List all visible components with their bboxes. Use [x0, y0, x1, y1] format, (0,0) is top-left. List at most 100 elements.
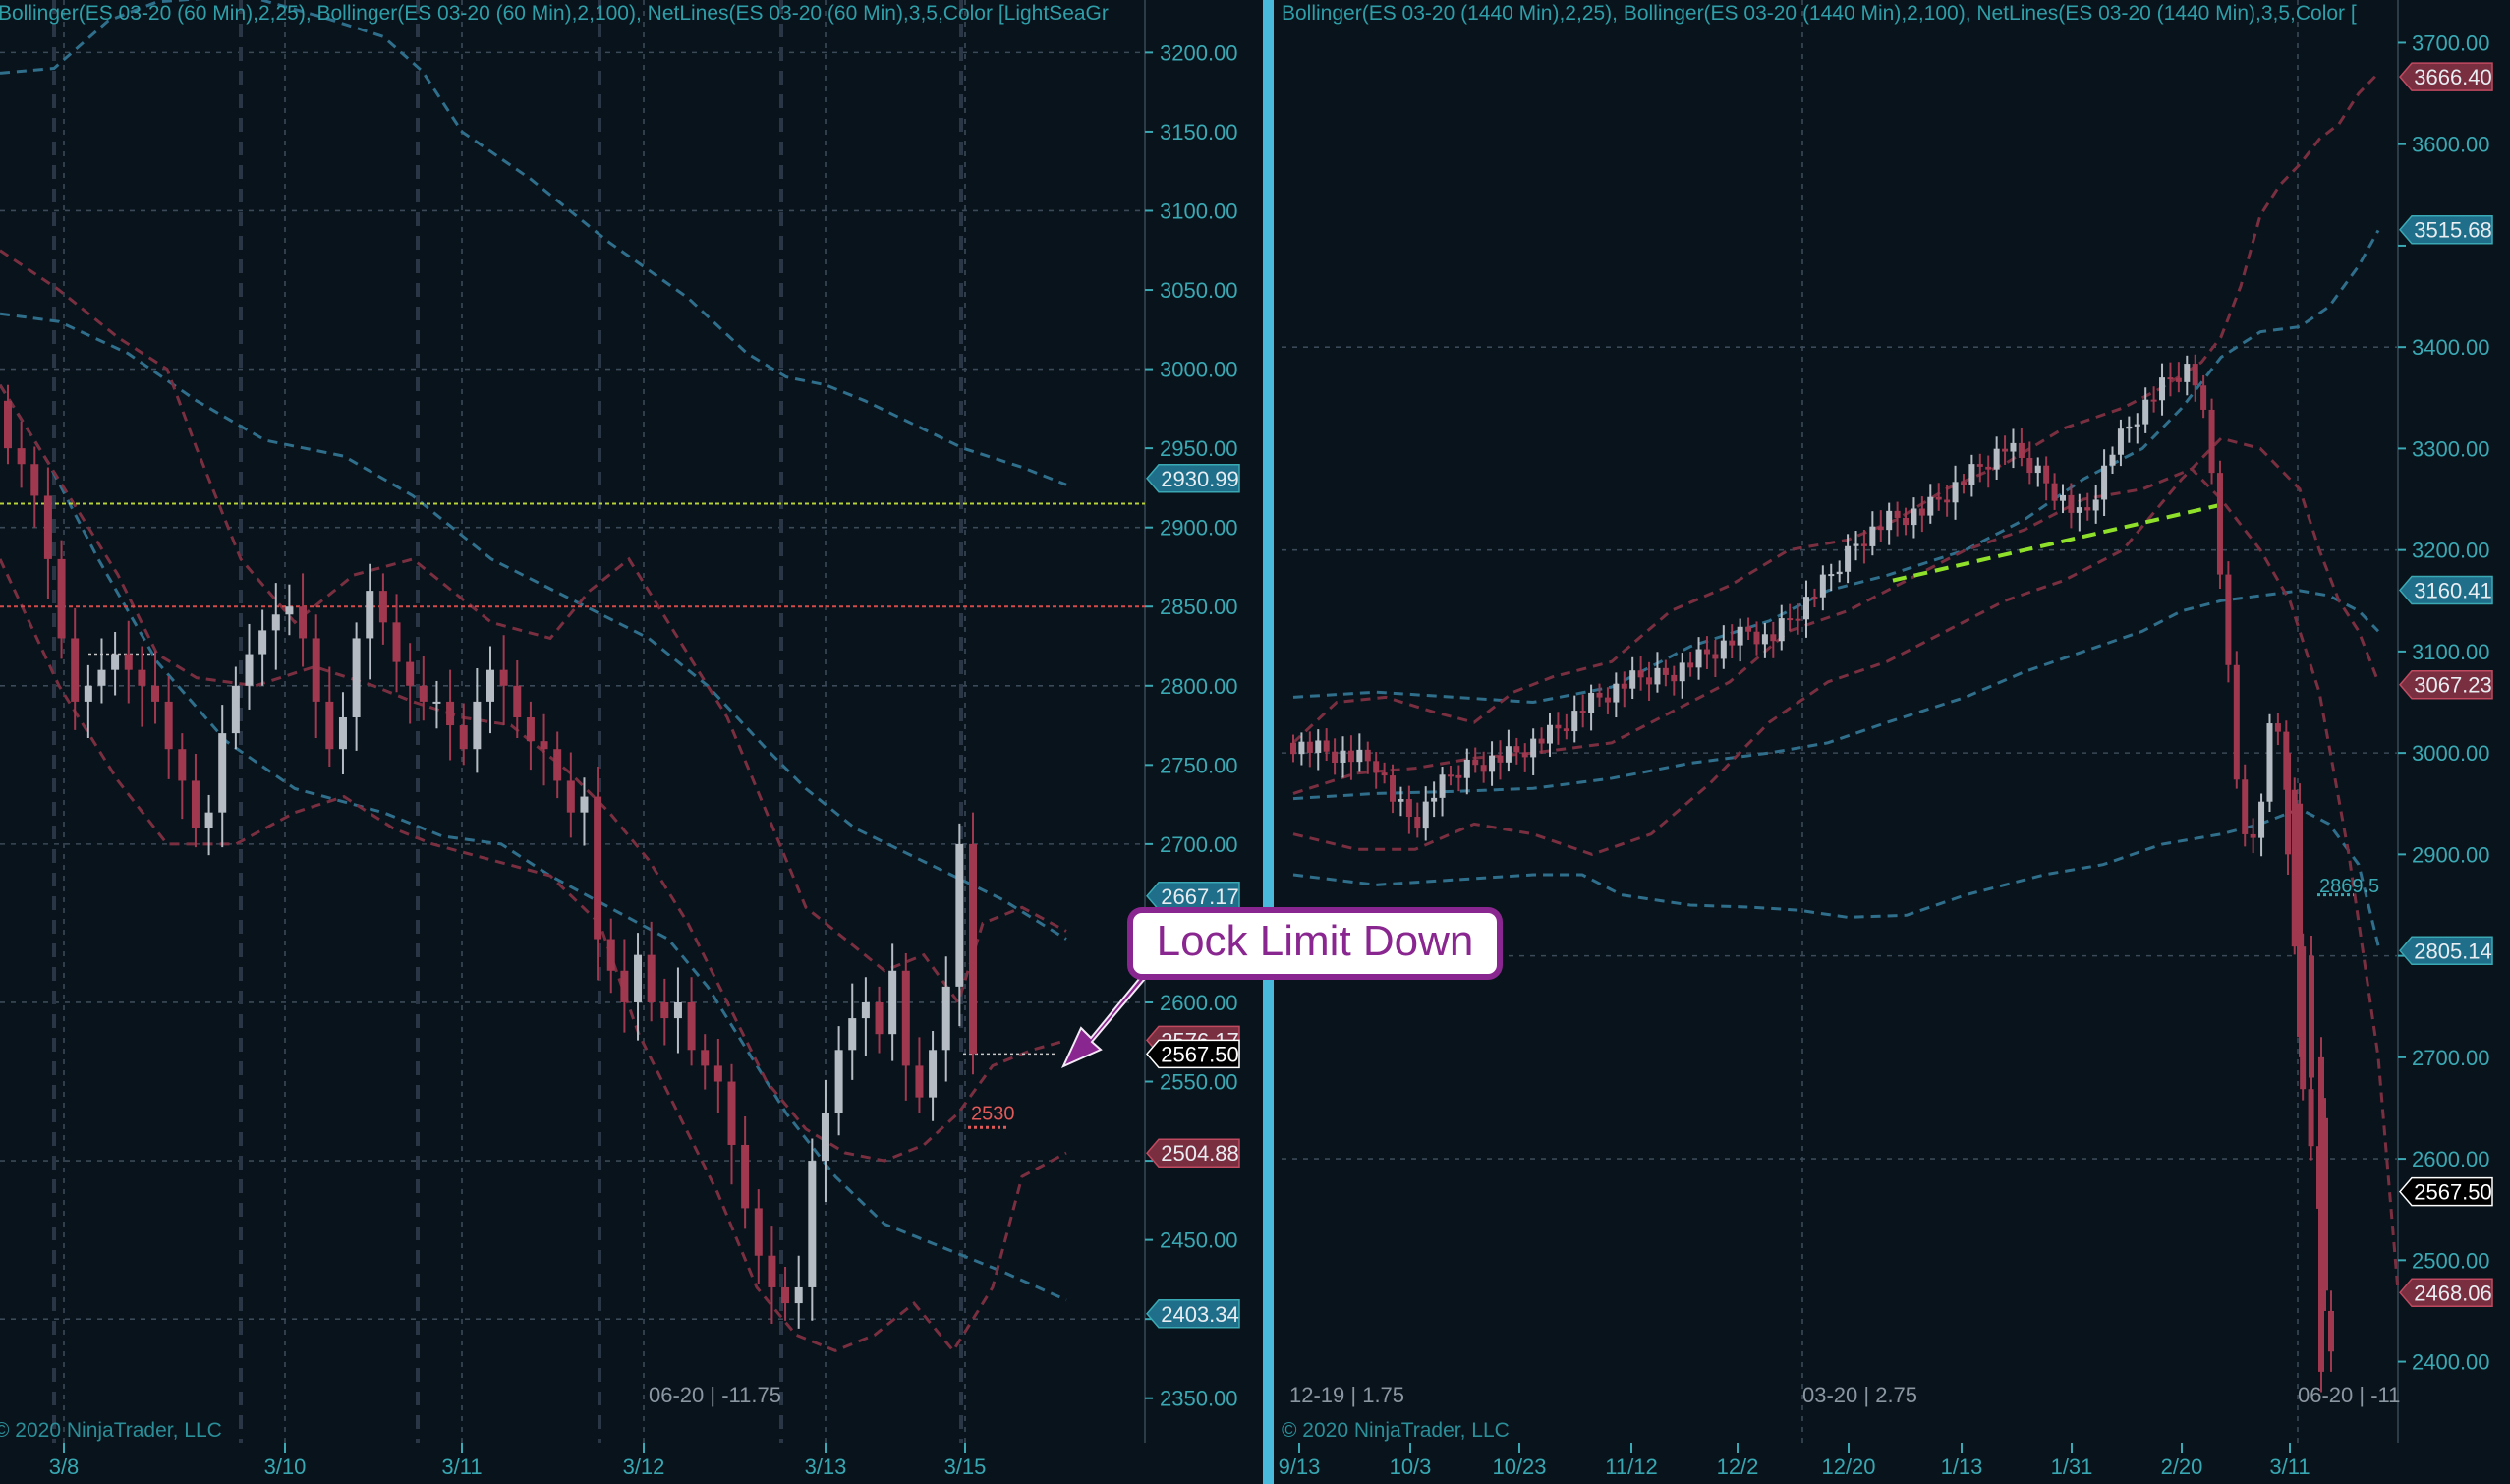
- price-marker: [1146, 1138, 1240, 1168]
- candle-body: [1720, 640, 1727, 659]
- left-copyright: © 2020 NinjaTrader, LLC: [0, 1419, 222, 1442]
- left-chart-grid: [0, 0, 1146, 1443]
- candle-body: [1845, 545, 1852, 572]
- price-marker: [1146, 1299, 1240, 1329]
- left-chart-candles: [4, 384, 977, 1329]
- candle-body: [1976, 464, 1983, 467]
- x-tick-label: 12/20: [1821, 1455, 1875, 1479]
- right-price-axis[interactable]: 3700.00 3600.00 3400.00 3300.00 3200.00 3100.…: [2398, 30, 2490, 1375]
- candle-body: [164, 701, 173, 750]
- x-tick-label: 1/13: [1941, 1455, 1983, 1479]
- left-time-axis[interactable]: 3/8 3/10 3/11 3/12 3/13 3/15: [49, 1443, 987, 1479]
- left-price-axis[interactable]: 3200.00 3150.00 3100.00 3050.00 3000.00 2950.…: [1145, 40, 1238, 1411]
- left-chart-indicators: 2530: [0, 0, 1145, 1353]
- bb100-middle: [1292, 589, 2380, 801]
- candle-body: [1604, 697, 1611, 703]
- y-tick-label: 3000.00: [1160, 358, 1238, 382]
- candle-body: [1695, 649, 1702, 668]
- panel-divider[interactable]: [1263, 0, 1274, 1484]
- price-marker-label: 3666.40: [2414, 65, 2492, 89]
- candle-body: [606, 939, 615, 971]
- candle-body: [352, 638, 361, 717]
- left-chart-panel[interactable]: [0, 0, 1263, 1484]
- candle-body: [1323, 740, 1330, 752]
- candle-body: [30, 464, 39, 496]
- bb25-middle: [0, 383, 1067, 1163]
- y-tick-label: 3100.00: [1160, 199, 1238, 223]
- candle-body: [1489, 755, 1496, 772]
- candle-body: [2309, 955, 2314, 1078]
- candle-body: [84, 685, 92, 702]
- right-footer-contract-2: 03-20 | 2.75: [1802, 1383, 1917, 1407]
- candle-body: [1373, 761, 1380, 773]
- candle-body: [1447, 774, 1454, 777]
- candle-body: [1340, 750, 1346, 764]
- candle-body: [4, 400, 12, 449]
- x-tick-label: 9/13: [1279, 1455, 1321, 1479]
- x-tick-label: 3/10: [264, 1455, 307, 1479]
- y-tick-label: 3050.00: [1160, 278, 1238, 303]
- x-tick-label: 3/12: [623, 1455, 665, 1479]
- candle-body: [1596, 692, 1603, 698]
- candle-body: [1571, 711, 1578, 732]
- candle-body: [1894, 510, 1901, 518]
- candle-body: [781, 1286, 790, 1304]
- candle-body: [459, 725, 468, 750]
- candle-body: [1414, 817, 1421, 829]
- left-price-markers: 2930.992667.172576.172567.502504.882403.…: [1146, 464, 1240, 1329]
- y-tick-label: 2950.00: [1160, 436, 1238, 461]
- candle-body: [2233, 664, 2240, 780]
- right-time-axis[interactable]: 9/13 10/3 10/23 11/12 12/2 12/20 1/13 1/31 2/20 3…: [1279, 1443, 2310, 1479]
- candle-body: [768, 1255, 776, 1287]
- candle-body: [594, 796, 602, 940]
- price-marker: [1146, 1039, 1240, 1069]
- candle-body: [138, 669, 146, 686]
- x-tick-label: 3/15: [944, 1455, 987, 1479]
- candle-body: [1398, 799, 1404, 802]
- candle-body: [1935, 496, 1942, 500]
- candle-body: [245, 654, 254, 686]
- candle-body: [821, 1113, 829, 1162]
- candle-body: [875, 1001, 884, 1035]
- candle-body: [2266, 723, 2273, 802]
- candle-body: [1298, 741, 1305, 755]
- candle-body: [2150, 399, 2157, 402]
- y-tick-label: 2800.00: [1160, 674, 1238, 699]
- candle-body: [2225, 574, 2232, 665]
- candle-body: [97, 669, 106, 686]
- candle-body: [2126, 426, 2133, 429]
- right-copyright: © 2020 NinjaTrader, LLC: [1282, 1419, 1510, 1442]
- candle-body: [2101, 465, 2108, 500]
- candle-body: [1530, 738, 1537, 758]
- right-chart-panel[interactable]: [1274, 0, 2510, 1484]
- candle-body: [1588, 692, 1595, 713]
- candle-body: [1538, 738, 1545, 744]
- candle-body: [2002, 448, 2009, 452]
- candle-body: [473, 701, 482, 750]
- candle-body: [1985, 466, 1992, 470]
- y-tick-label: 3150.00: [1160, 120, 1238, 144]
- candle-body: [231, 685, 240, 734]
- y-tick-label: 2700.00: [2412, 1046, 2490, 1070]
- candle-body: [1422, 801, 1429, 829]
- candle-body: [2274, 723, 2281, 732]
- candle-body: [2285, 753, 2291, 855]
- y-tick-label: 2550.00: [1160, 1070, 1238, 1095]
- candle-body: [2300, 946, 2307, 1090]
- price-marker-label: 2504.88: [1161, 1141, 1239, 1166]
- right-footer-contract-3: 06-20 | -11: [2298, 1383, 2400, 1407]
- candle-body: [2092, 499, 2099, 511]
- candle-body: [526, 717, 535, 742]
- candle-body: [285, 606, 294, 615]
- candle-body: [1463, 759, 1470, 778]
- candle-body: [2084, 507, 2091, 511]
- price-marker-label: 2567.50: [1161, 1042, 1239, 1066]
- candle-body: [1472, 759, 1479, 766]
- candle-body: [955, 843, 964, 987]
- y-tick-label: 3100.00: [2412, 640, 2490, 664]
- candle-body: [2291, 789, 2298, 947]
- candle-body: [499, 669, 508, 686]
- lock-limit-down-callout[interactable]: Lock Limit Down: [1060, 907, 1503, 1069]
- candle-body: [1431, 797, 1438, 802]
